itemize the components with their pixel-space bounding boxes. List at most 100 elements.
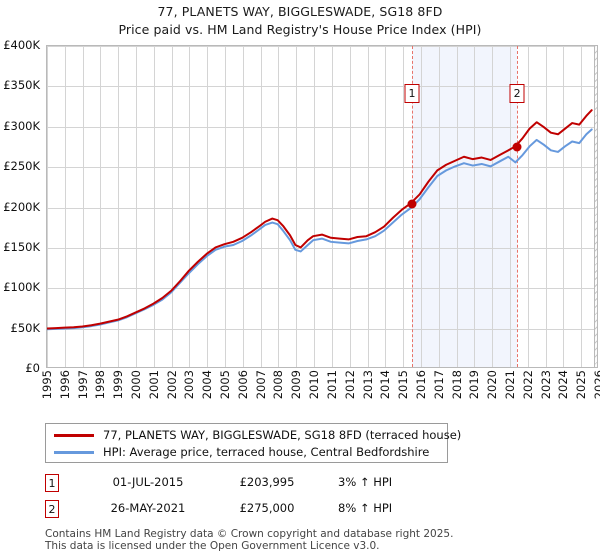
grid-line-vertical bbox=[207, 46, 209, 367]
transaction-marker-badge: 1 bbox=[404, 84, 420, 103]
legend-item-price-paid: 77, PLANETS WAY, BIGGLESWADE, SG18 8FD (… bbox=[54, 427, 461, 443]
transaction-marker-badge: 2 bbox=[509, 84, 525, 103]
grid-line-vertical bbox=[527, 46, 529, 367]
x-axis-tick-label: 2016 bbox=[413, 370, 428, 400]
y-axis-tick-label: £100K bbox=[3, 280, 40, 295]
transaction-hpi-delta: 8% ↑ HPI bbox=[338, 501, 393, 515]
transaction-date: 26-MAY-2021 bbox=[110, 501, 186, 515]
x-axis-tick-label: 2023 bbox=[538, 370, 553, 400]
grid-line-vertical bbox=[189, 46, 191, 367]
grid-line-vertical bbox=[456, 46, 458, 367]
grid-line-vertical bbox=[118, 46, 120, 367]
x-axis-tick-label: 1996 bbox=[57, 370, 72, 400]
x-axis-tick-label: 1997 bbox=[75, 370, 90, 400]
grid-line-horizontal bbox=[47, 207, 597, 209]
x-axis-tick-label: 2019 bbox=[467, 370, 482, 400]
legend-swatch-price-paid bbox=[54, 433, 94, 437]
grid-line-vertical bbox=[403, 46, 405, 367]
y-axis-tick-label: £50K bbox=[10, 320, 41, 335]
legend-swatch-hpi bbox=[54, 450, 94, 454]
x-axis-tick-label: 2015 bbox=[396, 370, 411, 400]
y-axis-tick-label: £350K bbox=[3, 78, 40, 93]
grid-line-horizontal bbox=[47, 328, 597, 330]
x-axis-tick-label: 2025 bbox=[574, 370, 589, 400]
x-axis-tick-label: 1998 bbox=[93, 370, 108, 400]
y-axis-tick-label: £150K bbox=[3, 239, 40, 254]
legend-label-hpi: HPI: Average price, terraced house, Cent… bbox=[103, 445, 430, 459]
grid-line-vertical bbox=[278, 46, 280, 367]
legend: 77, PLANETS WAY, BIGGLESWADE, SG18 8FD (… bbox=[45, 423, 461, 463]
x-axis-tick-label: 2002 bbox=[164, 370, 179, 400]
grid-line-vertical bbox=[385, 46, 387, 367]
y-axis-labels: £0 £50K £100K £150K £200K £250K £300K £350K £400… bbox=[0, 38, 44, 375]
grid-line-vertical bbox=[100, 46, 102, 367]
grid-line-vertical bbox=[349, 46, 351, 367]
grid-line-vertical bbox=[420, 46, 422, 367]
x-axis-tick-label: 2006 bbox=[235, 370, 250, 400]
x-axis-tick-label: 2001 bbox=[146, 370, 161, 400]
transaction-point bbox=[512, 142, 522, 152]
grid-line-vertical bbox=[331, 46, 333, 367]
y-axis-tick-label: £200K bbox=[3, 199, 40, 214]
x-axis-tick-label: 2004 bbox=[200, 370, 215, 400]
transaction-hpi-delta: 3% ↑ HPI bbox=[338, 475, 393, 489]
legend-item-hpi: HPI: Average price, terraced house, Cent… bbox=[54, 444, 429, 460]
x-axis-tick-label: 2010 bbox=[307, 370, 322, 400]
transaction-marker-badge: 2 bbox=[45, 500, 59, 518]
footer-attribution: Contains HM Land Registry data © Crown c… bbox=[45, 528, 585, 552]
legend-label-price-paid: 77, PLANETS WAY, BIGGLESWADE, SG18 8FD (… bbox=[103, 428, 462, 442]
grid-line-vertical bbox=[296, 46, 298, 367]
x-axis-tick-label: 2008 bbox=[271, 370, 286, 400]
page-title: 77, PLANETS WAY, BIGGLESWADE, SG18 8FD bbox=[157, 4, 443, 19]
page-subtitle: Price paid vs. HM Land Registry's House … bbox=[118, 22, 482, 37]
x-axis-tick-label: 2024 bbox=[556, 370, 571, 400]
x-axis-tick-label: 2005 bbox=[218, 370, 233, 400]
grid-line-vertical bbox=[563, 46, 565, 367]
x-axis-tick-label: 2014 bbox=[378, 370, 393, 400]
x-axis-tick-label: 2021 bbox=[502, 370, 517, 400]
x-axis-tick-label: 2017 bbox=[431, 370, 446, 400]
grid-line-vertical bbox=[367, 46, 369, 367]
grid-line-vertical bbox=[545, 46, 547, 367]
series-line bbox=[47, 129, 592, 329]
x-axis-tick-label: 2012 bbox=[342, 370, 357, 400]
grid-line-vertical bbox=[153, 46, 155, 367]
grid-line-vertical bbox=[171, 46, 173, 367]
grid-line-vertical bbox=[64, 46, 66, 367]
grid-line-vertical bbox=[260, 46, 262, 367]
projected-region-hatch bbox=[593, 46, 597, 367]
transaction-price: £275,000 bbox=[239, 501, 295, 515]
grid-line-horizontal bbox=[47, 86, 597, 88]
grid-line-vertical bbox=[509, 46, 511, 367]
x-axis-tick-label: 2018 bbox=[449, 370, 464, 400]
transaction-price: £203,995 bbox=[239, 475, 295, 489]
highlight-band bbox=[412, 46, 518, 367]
x-axis-tick-label: 2013 bbox=[360, 370, 375, 400]
grid-line-horizontal bbox=[47, 288, 597, 290]
x-axis-tick-label: 2011 bbox=[324, 370, 339, 400]
footer-line-1: Contains HM Land Registry data © Crown c… bbox=[45, 528, 454, 540]
x-axis-tick-label: 1995 bbox=[40, 370, 54, 400]
series-line bbox=[47, 110, 592, 328]
y-axis-tick-label: £400K bbox=[3, 38, 40, 52]
transaction-point bbox=[407, 199, 417, 209]
x-axis-tick-label: 1999 bbox=[111, 370, 126, 400]
grid-line-vertical bbox=[225, 46, 227, 367]
grid-line-vertical bbox=[242, 46, 244, 367]
footer-line-2: This data is licensed under the Open Gov… bbox=[45, 540, 380, 552]
x-axis-tick-label: 2026 bbox=[592, 370, 600, 400]
grid-line-horizontal bbox=[47, 126, 597, 128]
x-axis-tick-label: 2009 bbox=[289, 370, 304, 400]
grid-line-vertical bbox=[438, 46, 440, 367]
grid-line-vertical bbox=[136, 46, 138, 367]
x-axis-tick-label: 2007 bbox=[253, 370, 268, 400]
y-axis-tick-label: £250K bbox=[3, 159, 40, 174]
x-axis-labels: 1995 1996 1997 1998 1999 2000 2001 2002 2003 2004… bbox=[40, 370, 600, 415]
grid-line-vertical bbox=[47, 46, 48, 367]
grid-line-horizontal bbox=[47, 247, 597, 249]
transaction-marker-line bbox=[517, 46, 519, 367]
grid-line-vertical bbox=[474, 46, 476, 367]
grid-line-vertical bbox=[314, 46, 316, 367]
x-axis-tick-label: 2000 bbox=[129, 370, 144, 400]
